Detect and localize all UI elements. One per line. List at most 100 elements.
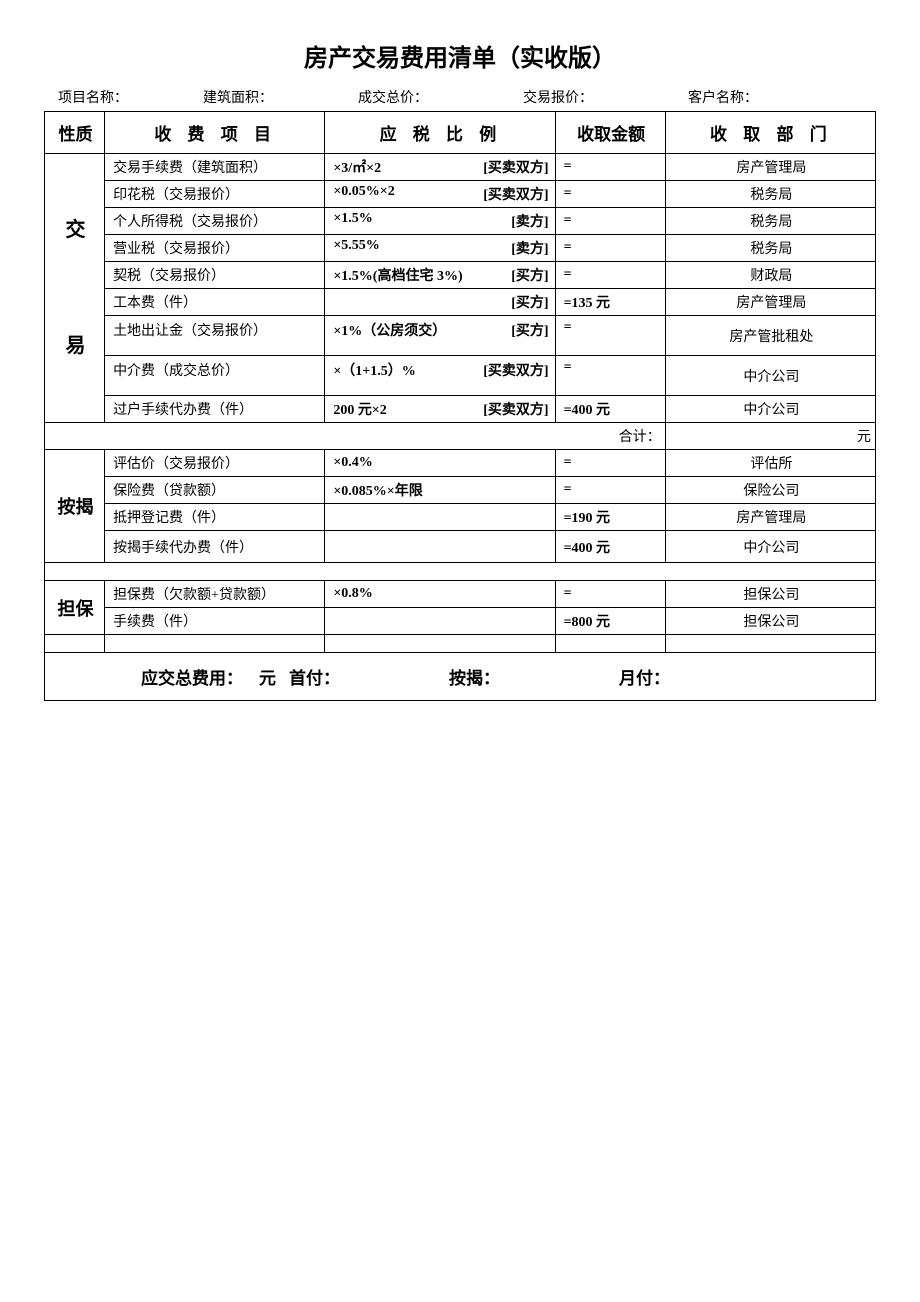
monthly-label: 月付： <box>619 664 869 689</box>
subtotal-unit-cell: 元 <box>665 423 875 450</box>
cell-ratio: 200 元×2 [买卖双方] <box>325 396 555 423</box>
cell-dept: 担保公司 <box>665 608 875 635</box>
cell-ratio: ×（1+1.5）%[买卖双方] <box>325 356 555 396</box>
ratio-party: [卖方] <box>511 238 548 258</box>
ratio-text: 200 元×2 <box>333 399 386 419</box>
cell-amount: = <box>555 356 665 396</box>
hdr-department: 收 取 部 门 <box>665 112 875 154</box>
ratio-text: ×1%（公房须交） <box>333 320 446 340</box>
cell-amount: = <box>555 477 665 504</box>
spacer-row <box>45 635 876 653</box>
table-row: 保险费（贷款额） ×0.085%×年限 = 保险公司 <box>45 477 876 504</box>
cell-item: 工本费（件） <box>105 289 325 316</box>
subtotal-row: 合计： 元 <box>45 423 876 450</box>
cell-dept: 中介公司 <box>665 396 875 423</box>
cell-amount: = <box>555 316 665 356</box>
table-row: 土地出让金（交易报价） ×1%（公房须交） [买方] = 房产管批租处 <box>45 316 876 356</box>
table-row: 手续费（件） =800 元 担保公司 <box>45 608 876 635</box>
cell-item: 个人所得税（交易报价） <box>105 208 325 235</box>
cell-ratio <box>325 608 555 635</box>
subtotal-label-cell: 合计： <box>45 423 666 450</box>
hdr-amount: 收取金额 <box>555 112 665 154</box>
ratio-text: ×1.5%(高档住宅 3%) <box>333 265 462 285</box>
category-trade-top: 交 <box>53 202 98 258</box>
cell-item: 交易手续费（建筑面积） <box>105 154 325 181</box>
cell-dept: 房产管批租处 <box>665 316 875 356</box>
cell-item: 评估价（交易报价） <box>105 450 325 477</box>
cell-amount: = <box>555 208 665 235</box>
cell-amount: =190 元 <box>555 504 665 531</box>
ratio-party: [买方] <box>511 320 548 340</box>
label-project: 项目名称： <box>58 87 203 107</box>
cell-dept: 中介公司 <box>665 531 875 563</box>
category-mortgage: 按揭 <box>45 450 105 563</box>
cell-item: 抵押登记费（件） <box>105 504 325 531</box>
ratio-party: [买方] <box>511 292 548 312</box>
table-row: 按揭手续代办费（件） =400 元 中介公司 <box>45 531 876 563</box>
label-area: 建筑面积： <box>203 87 358 107</box>
ratio-party: [买卖双方] <box>483 399 548 419</box>
ratio-party: [买卖双方] <box>483 157 548 177</box>
table-row: 契税（交易报价） ×1.5%(高档住宅 3%)[买方] = 财政局 <box>45 262 876 289</box>
cell-amount: =135 元 <box>555 289 665 316</box>
cell-dept: 税务局 <box>665 208 875 235</box>
cell-item: 担保费（欠款额+贷款额） <box>105 581 325 608</box>
label-customer: 客户名称： <box>688 87 870 107</box>
cell-amount: = <box>555 154 665 181</box>
cell-item: 按揭手续代办费（件） <box>105 531 325 563</box>
cell-item: 手续费（件） <box>105 608 325 635</box>
cell-dept: 房产管理局 <box>665 154 875 181</box>
total-label: 应交总费用： <box>49 664 259 689</box>
category-trade-bot: 易 <box>53 318 98 374</box>
cell-amount: =400 元 <box>555 396 665 423</box>
cell-amount: = <box>555 235 665 262</box>
cell-ratio: ×5.55% [卖方] <box>325 235 555 262</box>
down-label: 首付： <box>289 664 449 689</box>
table-row: 担保 担保费（欠款额+贷款额） ×0.8% = 担保公司 <box>45 581 876 608</box>
cell-dept: 中介公司 <box>665 356 875 396</box>
cell-amount: =800 元 <box>555 608 665 635</box>
cell-dept: 评估所 <box>665 450 875 477</box>
cell-item: 土地出让金（交易报价） <box>105 316 325 356</box>
label-deal-price: 成交总价： <box>358 87 523 107</box>
cell-dept: 税务局 <box>665 181 875 208</box>
ratio-text: ×5.55% <box>333 238 379 258</box>
spacer-row <box>45 563 876 581</box>
ratio-party: [买卖双方] <box>483 360 548 380</box>
label-trade-quote: 交易报价： <box>523 87 688 107</box>
ratio-text: ×0.05%×2 <box>333 184 394 204</box>
cell-dept: 保险公司 <box>665 477 875 504</box>
cell-item: 契税（交易报价） <box>105 262 325 289</box>
category-trade: 交 易 <box>45 154 105 423</box>
category-guarantee: 担保 <box>45 581 105 635</box>
cell-ratio: ×0.05%×2[买卖双方] <box>325 181 555 208</box>
cell-amount: = <box>555 181 665 208</box>
cell-ratio <box>325 504 555 531</box>
cell-ratio: ×3/㎡×2[买卖双方] <box>325 154 555 181</box>
cell-dept: 房产管理局 <box>665 504 875 531</box>
ratio-party: [卖方] <box>511 211 548 231</box>
cell-ratio: ×0.8% <box>325 581 555 608</box>
hdr-tax-ratio: 应 税 比 例 <box>325 112 555 154</box>
cell-ratio: ×0.085%×年限 <box>325 477 555 504</box>
cell-item: 印花税（交易报价） <box>105 181 325 208</box>
cell-item: 营业税（交易报价） <box>105 235 325 262</box>
cell-item: 保险费（贷款额） <box>105 477 325 504</box>
cell-ratio: [买方] <box>325 289 555 316</box>
page-title: 房产交易费用清单（实收版） <box>44 38 876 73</box>
table-row: 营业税（交易报价） ×5.55% [卖方] = 税务局 <box>45 235 876 262</box>
total-unit: 元 <box>259 664 289 689</box>
cell-amount: =400 元 <box>555 531 665 563</box>
cell-ratio <box>325 531 555 563</box>
subtotal-label: 合计： <box>619 430 661 445</box>
info-row: 项目名称： 建筑面积： 成交总价： 交易报价： 客户名称： <box>44 87 876 111</box>
cell-ratio: ×1.5%[卖方] <box>325 208 555 235</box>
cell-dept: 财政局 <box>665 262 875 289</box>
cell-amount: = <box>555 262 665 289</box>
table-row: 交 易 交易手续费（建筑面积） ×3/㎡×2[买卖双方] = 房产管理局 <box>45 154 876 181</box>
cell-ratio: ×1%（公房须交） [买方] <box>325 316 555 356</box>
table-row: 过户手续代办费（件） 200 元×2[买卖双方] =400 元 中介公司 <box>45 396 876 423</box>
cell-dept: 担保公司 <box>665 581 875 608</box>
table-row: 印花税（交易报价） ×0.05%×2[买卖双方] = 税务局 <box>45 181 876 208</box>
cell-dept: 税务局 <box>665 235 875 262</box>
